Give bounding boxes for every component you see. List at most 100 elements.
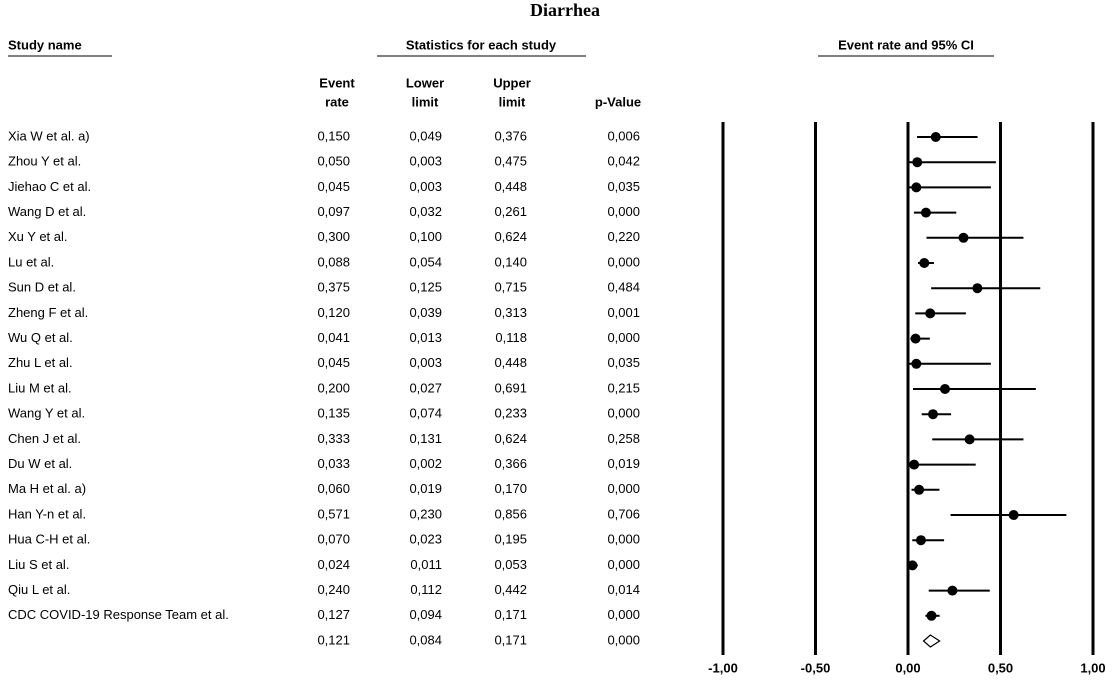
value-label: 0,366 [494,456,527,471]
value-label: 0,013 [409,330,442,345]
x-tick-label: -1,00 [708,660,738,675]
value-label: 0,442 [494,582,527,597]
study-name: Zhou Y et al. [8,154,81,169]
plot-header: Event rate and 95% CI [838,37,974,52]
study-name: Sun D et al. [8,280,76,295]
value-label: 0,027 [409,380,442,395]
x-tick-label: 1,00 [1080,660,1105,675]
value-label: 0,014 [607,582,640,597]
value-label: 0,195 [494,532,527,547]
value-label: 0,094 [409,607,442,622]
value-label: 0,856 [494,506,527,521]
value-label: 0,448 [494,179,527,194]
value-label: 0,023 [409,532,442,547]
value-label: 0,484 [607,280,640,295]
value-label: 0,032 [409,204,442,219]
value-label: 0,120 [317,305,350,320]
point-estimate [1008,510,1019,520]
study-name: Zhu L et al. [8,355,73,370]
point-estimate [915,535,926,546]
value-label: 0,019 [409,481,442,496]
value-label: 0,261 [494,204,527,219]
column-header: rate [325,94,349,109]
value-label: 0,121 [317,632,350,647]
study-name: CDC COVID-19 Response Team et al. [8,607,229,622]
study-name: Liu M et al. [8,380,72,395]
column-header: p-Value [595,94,641,109]
value-label: 0,127 [317,607,350,622]
value-label: 0,691 [494,380,527,395]
value-label: 0,118 [495,330,527,345]
value-label: 0,033 [317,456,350,471]
value-label: 0,375 [317,280,350,295]
study-name: Lu et al. [8,254,54,269]
value-label: 0,003 [409,154,442,169]
value-label: 0,024 [317,557,350,572]
point-estimate [947,585,958,596]
value-label: 0,011 [410,557,442,572]
point-estimate [940,384,950,394]
value-label: 0,313 [494,305,527,320]
study-name: Chen J et al. [8,431,81,446]
value-label: 0,112 [410,582,442,597]
point-estimate [926,610,937,621]
x-tick-label: 0,50 [988,660,1013,675]
value-label: 0,042 [607,154,640,169]
study-name: Xia W et al. a) [8,128,90,143]
value-label: 0,333 [317,431,350,446]
value-label: 0,000 [607,204,640,219]
point-estimate [927,409,938,420]
point-estimate [920,207,931,218]
value-label: 0,060 [317,481,350,496]
value-label: 0,097 [317,204,350,219]
value-label: 0,571 [317,506,350,521]
summary-diamond [922,634,941,648]
value-label: 0,475 [494,154,527,169]
study-name: Du W et al. [8,456,72,471]
value-label: 0,100 [409,229,442,244]
study-name: Xu Y et al. [8,229,68,244]
value-label: 0,035 [607,179,640,194]
value-label: 0,070 [317,532,350,547]
value-label: 0,074 [409,406,442,421]
point-estimate [958,232,969,243]
value-label: 0,300 [317,229,350,244]
value-label: 0,000 [607,607,640,622]
value-label: 0,000 [607,632,640,647]
value-label: 0,088 [317,254,350,269]
value-label: 0,624 [494,431,527,446]
point-estimate [930,132,941,142]
column-header: Lower [406,75,444,90]
point-estimate [912,157,923,168]
value-label: 0,003 [409,355,442,370]
value-label: 0,000 [607,254,640,269]
value-label: 0,045 [317,179,350,194]
value-label: 0,000 [607,557,640,572]
value-label: 0,140 [494,254,527,269]
point-estimate [914,484,925,495]
value-label: 0,000 [607,406,640,421]
value-label: 0,215 [607,380,640,395]
value-label: 0,049 [409,128,442,143]
value-label: 0,240 [317,582,350,597]
column-header: limit [499,94,526,109]
study-name: Zheng F et al. [8,305,88,320]
value-label: 0,171 [494,607,527,622]
value-label: 0,006 [607,128,640,143]
value-label: 0,001 [607,305,640,320]
study-header: Study name [8,37,82,52]
value-label: 0,170 [494,481,527,496]
value-label: 0,039 [409,305,442,320]
chart-title: Diarrhea [530,0,600,20]
value-label: 0,000 [607,532,640,547]
value-label: 0,715 [494,280,527,295]
x-tick-label: 0,00 [895,660,920,675]
study-name: Wu Q et al. [8,330,73,345]
value-label: 0,135 [317,406,350,421]
point-estimate [910,333,921,344]
value-label: 0,035 [607,355,640,370]
point-estimate [925,308,936,319]
column-header: Event [319,75,355,90]
study-name: Wang D et al. [8,204,86,219]
